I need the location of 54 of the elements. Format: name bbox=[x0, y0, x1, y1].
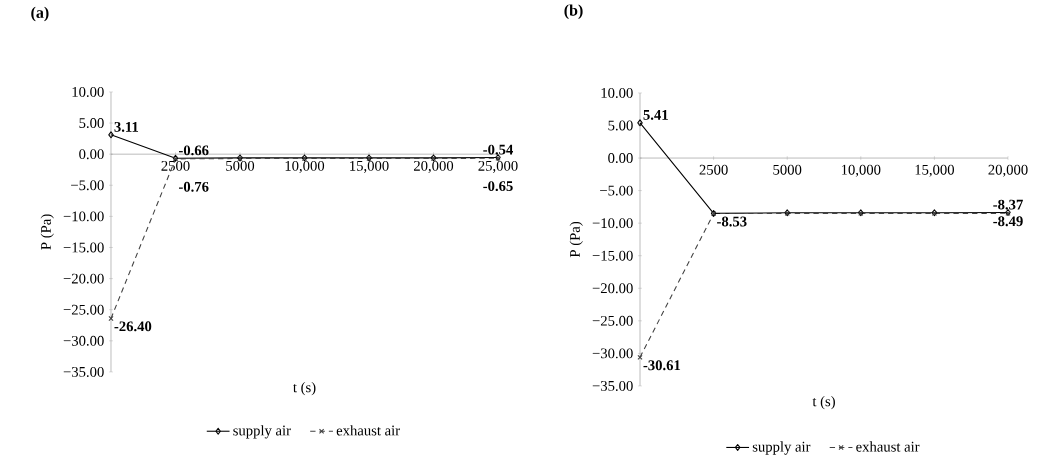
y-tick-label: −20.00 bbox=[592, 283, 633, 294]
x-tick-label: 15,000 bbox=[915, 164, 955, 177]
data-label: -8.49 bbox=[993, 216, 1023, 227]
y-tick-label: −30.00 bbox=[592, 348, 633, 359]
x-tick-label: 5000 bbox=[226, 160, 255, 171]
data-label: 5.41 bbox=[643, 110, 668, 120]
y-tick-label: −20.00 bbox=[63, 273, 104, 284]
point bbox=[637, 354, 643, 361]
legend-label: supply air bbox=[233, 425, 291, 439]
chart-title: (a) bbox=[31, 6, 49, 22]
x-tick-label: 10,000 bbox=[841, 164, 881, 177]
data-label: -0.54 bbox=[483, 144, 513, 155]
x-tick-label: 20,000 bbox=[988, 164, 1028, 177]
x-axis-title: t (s) bbox=[293, 382, 316, 396]
chart-title: (b) bbox=[564, 4, 583, 20]
y-axis-title: P (Pa) bbox=[40, 214, 54, 250]
y-tick-label: 10.00 bbox=[72, 87, 104, 97]
data-label: -0.65 bbox=[483, 181, 513, 192]
data-label: -8.53 bbox=[717, 216, 747, 227]
y-tick-label: 0.00 bbox=[79, 149, 104, 160]
data-label: -0.66 bbox=[178, 145, 209, 156]
y-axis-title: P (Pa) bbox=[569, 222, 583, 258]
y-tick-label: −35.00 bbox=[592, 381, 633, 391]
x-tick-label: 2500 bbox=[161, 160, 190, 171]
x-tick-label: 10,000 bbox=[285, 160, 325, 173]
y-tick-label: −15.00 bbox=[592, 250, 633, 261]
point bbox=[108, 315, 114, 322]
y-tick-label: 5.00 bbox=[608, 120, 633, 131]
y-tick-label: −10.00 bbox=[592, 218, 633, 229]
legend-label: supply air bbox=[752, 441, 811, 455]
x-tick-label: 15,000 bbox=[350, 160, 389, 173]
data-label: -8.37 bbox=[993, 199, 1023, 210]
y-tick-label: −30.00 bbox=[63, 335, 104, 346]
x-tick-label: 25,000 bbox=[478, 160, 518, 173]
x-tick-label: 20,000 bbox=[413, 160, 454, 173]
y-tick-label: 0.00 bbox=[608, 153, 633, 164]
legend-label: exhaust air bbox=[856, 441, 920, 452]
legend-label: exhaust air bbox=[336, 425, 400, 436]
y-tick-label: −35.00 bbox=[63, 367, 104, 377]
data-label: -26.40 bbox=[114, 321, 152, 332]
y-tick-label: 5.00 bbox=[79, 118, 104, 129]
y-tick-label: −5.00 bbox=[600, 185, 633, 196]
x-axis-title: t (s) bbox=[812, 396, 835, 410]
y-tick-label: −25.00 bbox=[592, 315, 633, 326]
y-tick-label: −5.00 bbox=[71, 180, 104, 191]
data-label: -0.76 bbox=[178, 181, 209, 192]
x-tick-label: 5000 bbox=[773, 164, 802, 175]
y-tick-label: 10.00 bbox=[601, 88, 633, 98]
y-tick-label: −10.00 bbox=[63, 211, 104, 222]
data-label: -30.61 bbox=[643, 360, 681, 371]
y-tick-label: −25.00 bbox=[63, 304, 104, 315]
data-label: 3.11 bbox=[114, 122, 139, 132]
y-tick-label: −15.00 bbox=[63, 242, 104, 253]
x-tick-label: 2500 bbox=[699, 164, 728, 175]
